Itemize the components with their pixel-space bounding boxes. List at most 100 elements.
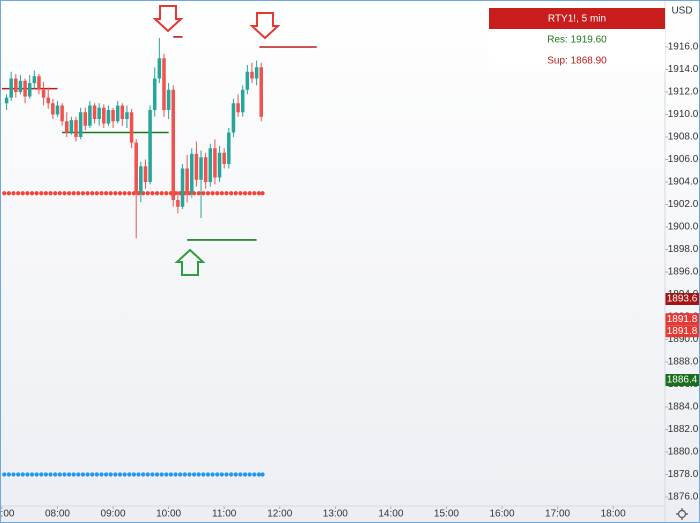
- dot: [6, 472, 11, 477]
- candle-body: [199, 157, 203, 180]
- dot: [205, 472, 211, 477]
- dot: [113, 191, 118, 196]
- dot: [53, 191, 58, 196]
- dot: [145, 472, 150, 477]
- y-tick-label: 1880.0: [668, 447, 699, 458]
- dot: [104, 191, 109, 196]
- candle-body: [259, 67, 263, 117]
- dot: [117, 472, 123, 477]
- y-tick-label: 1878.0: [668, 469, 699, 480]
- x-tick-label: 16:00: [489, 509, 514, 520]
- dot: [99, 191, 104, 196]
- y-tick-label: 1912.0: [668, 87, 699, 98]
- dot: [191, 472, 197, 477]
- candle-body: [171, 89, 176, 201]
- dot: [136, 472, 141, 477]
- dot: [215, 472, 220, 477]
- candle-body: [102, 107, 106, 124]
- settings-icon[interactable]: [676, 508, 688, 520]
- dot: [205, 191, 211, 196]
- y-tick-label: 1890.0: [668, 334, 699, 345]
- dot: [173, 472, 178, 477]
- candle-body: [250, 71, 254, 79]
- legend-title: RTY1!, 5 min: [548, 14, 606, 25]
- dot: [34, 472, 39, 477]
- dot: [57, 191, 62, 196]
- candle-body: [111, 110, 115, 122]
- candle-body: [74, 120, 78, 138]
- dot: [16, 191, 21, 196]
- candle-body: [9, 78, 13, 98]
- x-tick-label: 08:00: [45, 509, 70, 520]
- x-tick-label: 09:00: [101, 509, 126, 520]
- dot: [252, 191, 257, 196]
- dot: [127, 472, 132, 477]
- dot: [43, 472, 49, 477]
- dot: [113, 472, 118, 477]
- dot: [256, 472, 262, 477]
- dot: [145, 191, 150, 196]
- candle-body: [106, 110, 111, 124]
- candle-body: [134, 142, 138, 194]
- candle-body: [120, 105, 125, 120]
- dot: [178, 472, 183, 477]
- candle-body: [37, 76, 41, 90]
- x-tick-label: 15:00: [434, 509, 459, 520]
- y-tick-label: 1914.0: [668, 64, 699, 75]
- dot: [260, 472, 265, 477]
- dot: [94, 472, 99, 477]
- candle-body: [23, 80, 27, 97]
- dot: [66, 191, 72, 196]
- y-tick-label: 1896.0: [668, 267, 699, 278]
- x-tick-label: 17:00: [545, 509, 570, 520]
- dot: [108, 472, 113, 477]
- dot: [141, 472, 146, 477]
- candle-body: [148, 110, 152, 183]
- x-tick-label: 11:00: [212, 509, 237, 520]
- dot: [94, 191, 99, 196]
- y-tick-label: 1884.0: [668, 402, 699, 413]
- legend-header: [489, 8, 665, 29]
- candle-body: [152, 78, 157, 111]
- dot: [39, 191, 44, 196]
- dot: [233, 472, 238, 477]
- dot: [219, 191, 224, 196]
- dot: [71, 191, 76, 196]
- dot: [122, 191, 127, 196]
- dot: [76, 191, 81, 196]
- candle-body: [190, 153, 194, 194]
- dot: [229, 191, 234, 196]
- dot: [48, 191, 53, 196]
- dot: [210, 472, 215, 477]
- dot: [90, 191, 95, 196]
- dot: [154, 472, 160, 477]
- dot: [224, 191, 229, 196]
- dot: [196, 191, 201, 196]
- dot: [238, 472, 243, 477]
- y-tick-label: 1888.0: [668, 357, 699, 368]
- dot: [247, 191, 252, 196]
- candle-body: [41, 89, 46, 98]
- candle-body: [203, 157, 208, 183]
- arrow-down: [152, 5, 184, 33]
- candle-body: [222, 152, 226, 165]
- dot: [29, 191, 35, 196]
- dot-line: [2, 191, 265, 196]
- x-tick-label: 18:00: [601, 509, 626, 520]
- candle-body: [88, 105, 92, 126]
- dot: [233, 191, 238, 196]
- candle-body: [97, 107, 101, 120]
- price-tag: [665, 293, 699, 306]
- candle-body: [83, 112, 88, 126]
- dot: [238, 191, 243, 196]
- candle-body: [180, 168, 185, 207]
- dot: [164, 191, 169, 196]
- candle-body: [4, 97, 9, 104]
- dot: [122, 472, 127, 477]
- dot: [62, 191, 67, 196]
- price-tag-label: 1891.8: [667, 314, 698, 325]
- candle-body: [185, 168, 189, 194]
- candle-body: [14, 78, 18, 93]
- dot: [219, 472, 224, 477]
- candle-body: [18, 80, 23, 93]
